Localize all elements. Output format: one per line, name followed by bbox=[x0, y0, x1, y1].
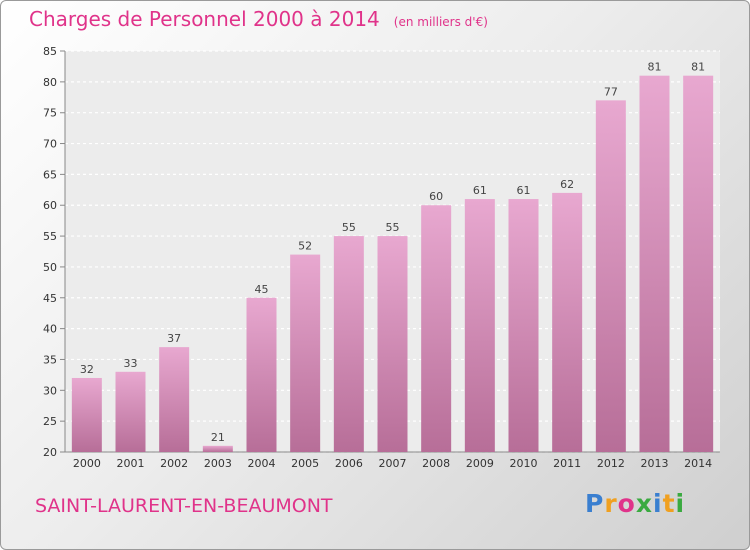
bar bbox=[202, 445, 233, 452]
bar-value-label: 60 bbox=[429, 190, 443, 203]
y-tick-label: 50 bbox=[43, 261, 57, 274]
logo-letter: t bbox=[662, 489, 676, 518]
x-tick-label: 2004 bbox=[248, 457, 276, 470]
bar-value-label: 33 bbox=[124, 357, 138, 370]
y-tick-label: 45 bbox=[43, 292, 57, 305]
bar-value-label: 55 bbox=[342, 221, 356, 234]
y-tick-label: 35 bbox=[43, 353, 57, 366]
x-tick-label: 2001 bbox=[117, 457, 145, 470]
logo-letter: i bbox=[653, 489, 663, 518]
x-tick-label: 2011 bbox=[553, 457, 581, 470]
x-tick-label: 2002 bbox=[160, 457, 188, 470]
bar bbox=[290, 254, 321, 452]
y-tick-label: 70 bbox=[43, 138, 57, 151]
bar bbox=[639, 75, 670, 452]
y-tick-label: 85 bbox=[43, 45, 57, 58]
bar-value-label: 55 bbox=[386, 221, 400, 234]
bar bbox=[683, 75, 714, 452]
x-tick-label: 2005 bbox=[291, 457, 319, 470]
bar-value-label: 77 bbox=[604, 85, 618, 98]
bar-value-label: 62 bbox=[560, 178, 574, 191]
bar bbox=[377, 236, 408, 452]
bar bbox=[595, 100, 626, 452]
bar bbox=[333, 236, 364, 452]
y-tick-label: 20 bbox=[43, 446, 57, 459]
logo-letter: P bbox=[585, 489, 605, 518]
bar bbox=[246, 297, 277, 452]
bar-value-label: 52 bbox=[298, 240, 312, 253]
bar bbox=[71, 377, 102, 452]
x-tick-label: 2014 bbox=[684, 457, 712, 470]
bar bbox=[552, 192, 583, 452]
x-tick-label: 2012 bbox=[597, 457, 625, 470]
bar-value-label: 81 bbox=[648, 61, 662, 74]
logo-letter: x bbox=[635, 489, 653, 518]
logo-letter: o bbox=[617, 489, 636, 518]
x-tick-label: 2013 bbox=[641, 457, 669, 470]
x-tick-label: 2000 bbox=[73, 457, 101, 470]
bar-value-label: 45 bbox=[255, 283, 269, 296]
x-tick-label: 2003 bbox=[204, 457, 232, 470]
x-tick-label: 2010 bbox=[510, 457, 538, 470]
bar-value-label: 61 bbox=[517, 184, 531, 197]
logo-letter: i bbox=[675, 489, 686, 518]
x-tick-label: 2007 bbox=[379, 457, 407, 470]
bar bbox=[508, 199, 539, 452]
y-tick-label: 25 bbox=[43, 415, 57, 428]
bar bbox=[115, 371, 146, 452]
bar-value-label: 37 bbox=[167, 332, 181, 345]
y-tick-label: 60 bbox=[43, 199, 57, 212]
y-tick-label: 55 bbox=[43, 230, 57, 243]
bar bbox=[421, 205, 452, 452]
y-tick-label: 40 bbox=[43, 323, 57, 336]
bar bbox=[464, 199, 495, 452]
logo-letter: r bbox=[604, 489, 618, 518]
x-tick-label: 2008 bbox=[422, 457, 450, 470]
chart-title: Charges de Personnel 2000 à 2014 (en mill… bbox=[29, 7, 488, 31]
proxiti-logo: Proxiti bbox=[585, 489, 685, 518]
bar-value-label: 61 bbox=[473, 184, 487, 197]
y-tick-label: 75 bbox=[43, 107, 57, 120]
y-tick-label: 80 bbox=[43, 76, 57, 89]
bar-value-label: 81 bbox=[691, 61, 705, 74]
x-tick-label: 2006 bbox=[335, 457, 363, 470]
bar-value-label: 32 bbox=[80, 363, 94, 376]
place-name: SAINT-LAURENT-EN-BEAUMONT bbox=[35, 495, 333, 517]
x-tick-label: 2009 bbox=[466, 457, 494, 470]
bar bbox=[159, 347, 190, 452]
bar-value-label: 21 bbox=[211, 431, 225, 444]
chart-unit: (en milliers d'€) bbox=[393, 15, 488, 29]
y-tick-label: 65 bbox=[43, 168, 57, 181]
y-tick-label: 30 bbox=[43, 384, 57, 397]
